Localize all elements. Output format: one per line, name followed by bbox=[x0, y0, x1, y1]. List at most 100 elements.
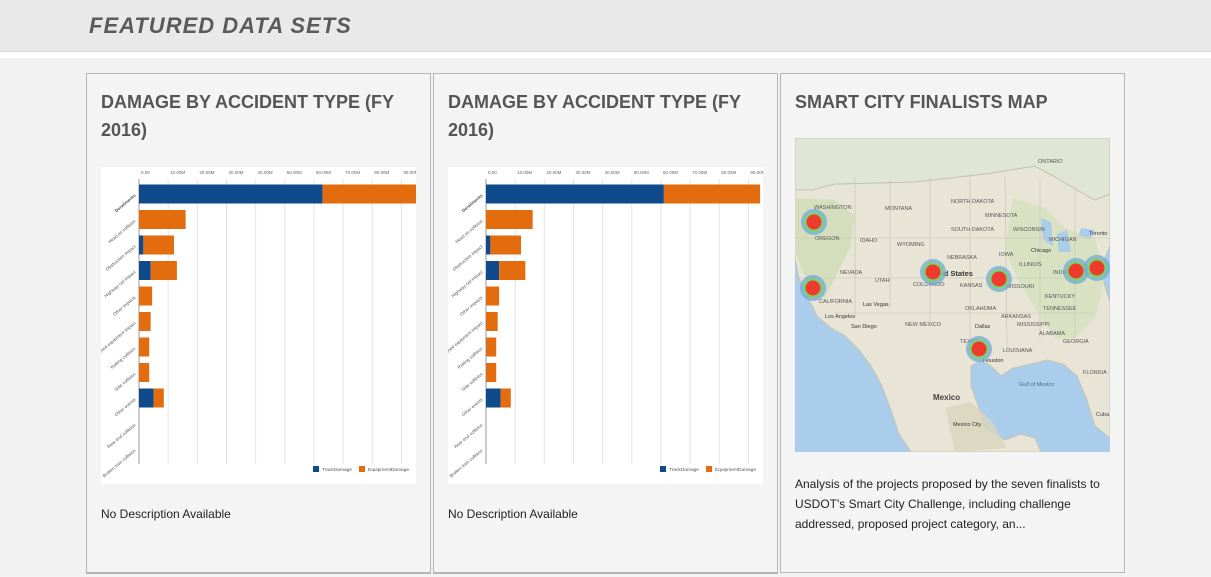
map-label: NEBRASKA bbox=[947, 255, 977, 261]
hotspot-layer bbox=[800, 209, 1110, 362]
x-tick-label: 60.00M bbox=[316, 170, 331, 175]
y-tick-label: Other impacts bbox=[459, 294, 484, 316]
bar-equipmentdamage bbox=[150, 261, 177, 280]
y-tick-label: Derailments bbox=[461, 193, 484, 214]
bar-equipmentdamage bbox=[486, 210, 533, 229]
map-label: OKLAHOMA bbox=[965, 306, 997, 312]
legend-swatch bbox=[706, 466, 712, 472]
x-tick-label: 70.00M bbox=[692, 170, 707, 175]
map-label: IOWA bbox=[999, 252, 1014, 258]
map-preview[interactable]: WASHINGTON OREGON IDAHO MONTANA WYOMING … bbox=[795, 138, 1110, 452]
mexico-terrain bbox=[945, 402, 1007, 452]
x-tick-label: 10.00M bbox=[170, 170, 185, 175]
x-tick-label: 40.00M bbox=[605, 170, 620, 175]
bar-equipmentdamage bbox=[499, 261, 526, 280]
x-tick-label: 60.00M bbox=[663, 170, 678, 175]
legend-swatch bbox=[660, 466, 666, 472]
hotspot-kansas-city-core bbox=[991, 271, 1007, 287]
y-tick-label: Raking collision bbox=[456, 346, 484, 370]
canada-land bbox=[795, 138, 1110, 201]
map-label: WASHINGTON bbox=[814, 205, 852, 211]
map-label: Mexico City bbox=[953, 422, 982, 428]
bar-trackdamage bbox=[486, 184, 664, 204]
map-label: San Diego bbox=[851, 324, 877, 330]
hotspot-san-francisco-core bbox=[805, 280, 821, 296]
bar-chart: 0.00 10.00M 20.00M 30.00M 40.00M 50.00M 60.00M… bbox=[448, 170, 763, 479]
chart-preview[interactable]: 0.00 10.00M 20.00M 30.00M 40.00M 50.00M 60.00M… bbox=[101, 167, 416, 484]
bar-equipmentdamage bbox=[322, 184, 416, 204]
map-label: SOUTH DAKOTA bbox=[951, 227, 994, 233]
card-title[interactable]: DAMAGE BY ACCIDENT TYPE (FY 2016) bbox=[101, 92, 394, 140]
map-label: WYOMING bbox=[897, 242, 925, 248]
map-label: MISSISSIPPI bbox=[1017, 322, 1050, 328]
bar-trackdamage bbox=[139, 388, 154, 408]
y-tick-label: Head on collision bbox=[454, 218, 484, 244]
bar-equipmentdamage bbox=[153, 388, 164, 408]
hotspot-portland-core bbox=[806, 214, 822, 230]
bar-trackdamage bbox=[139, 261, 151, 280]
x-tick-label: 40.00M bbox=[258, 170, 273, 175]
map-label: ARKANSAS bbox=[1001, 314, 1031, 320]
map-label: MISSOURI bbox=[1007, 284, 1035, 290]
card-title[interactable]: DAMAGE BY ACCIDENT TYPE (FY 2016) bbox=[448, 92, 741, 140]
map-label: KANSAS bbox=[960, 283, 983, 289]
map-label: NEVADA bbox=[840, 270, 863, 276]
dataset-card-smart-city[interactable]: SMART CITY FINALISTS MAP WASHINGTON OREG… bbox=[780, 73, 1125, 573]
x-tick-label: 50.00M bbox=[287, 170, 302, 175]
x-tick-label: 50.00M bbox=[634, 170, 649, 175]
map-label: Las Vegas bbox=[863, 302, 889, 308]
bar-trackdamage bbox=[486, 388, 501, 408]
y-tick-label: Raking collision bbox=[109, 346, 137, 370]
bar-equipmentdamage bbox=[486, 312, 498, 331]
x-tick-label: 70.00M bbox=[345, 170, 360, 175]
x-tick-label: 10.00M bbox=[517, 170, 532, 175]
x-tick-label: 90.00M bbox=[403, 170, 416, 175]
map-label: FLORIDA bbox=[1083, 370, 1107, 376]
map-label: GEORGIA bbox=[1063, 339, 1089, 345]
legend-label: EquipmentDamage bbox=[715, 467, 756, 473]
x-tick-label: 0.00 bbox=[488, 170, 497, 175]
next-row-card-edge bbox=[86, 573, 431, 577]
card-description: No Description Available bbox=[101, 507, 231, 521]
map-label: Mexico bbox=[933, 393, 960, 402]
bar-trackdamage bbox=[486, 261, 500, 280]
bar-trackdamage bbox=[139, 235, 144, 255]
chart-preview[interactable]: 0.00 10.00M 20.00M 30.00M 40.00M 50.00M 60.00M… bbox=[448, 167, 763, 484]
bar-equipmentdamage bbox=[486, 286, 500, 306]
map-label: MINNESOTA bbox=[985, 213, 1018, 219]
map-label: WISCONSIN bbox=[1013, 227, 1045, 233]
map-label: United States bbox=[925, 269, 973, 278]
bar-trackdamage bbox=[139, 184, 323, 204]
y-tick-label: Side collision bbox=[460, 371, 484, 392]
hotspot-denver-core bbox=[925, 264, 941, 280]
y-tick-label: Rear end collision bbox=[453, 422, 484, 449]
hotspot-austin-core bbox=[971, 341, 987, 357]
dataset-card-damage-2[interactable]: DAMAGE BY ACCIDENT TYPE (FY 2016) 0.00 10… bbox=[433, 73, 778, 573]
map-label: CALIFORNIA bbox=[819, 299, 852, 305]
map-label: NORTH DAKOTA bbox=[951, 199, 995, 205]
bar-chart: 0.00 10.00M 20.00M 30.00M 40.00M 50.00M 60.00M… bbox=[101, 170, 416, 478]
map-label: Gulf of Mexico bbox=[1019, 382, 1054, 388]
card-title[interactable]: SMART CITY FINALISTS MAP bbox=[795, 92, 1048, 112]
bar-equipmentdamage bbox=[663, 184, 761, 204]
bar-equipmentdamage bbox=[139, 210, 186, 229]
map-label: NEW MEXICO bbox=[905, 322, 942, 328]
x-tick-label: 30.00M bbox=[228, 170, 243, 175]
y-tick-label: Side collision bbox=[113, 371, 137, 392]
y-tick-label: Broken train collision bbox=[449, 448, 484, 479]
legend-label: TrackDamage bbox=[669, 467, 699, 473]
legend-swatch bbox=[313, 466, 319, 472]
bar-equipmentdamage bbox=[139, 286, 153, 306]
y-tick-label: Derailments bbox=[114, 193, 137, 214]
bar-equipmentdamage bbox=[139, 337, 150, 357]
next-row-card-edge bbox=[433, 573, 778, 577]
legend-label: TrackDamage bbox=[322, 467, 352, 473]
dataset-card-damage-1[interactable]: DAMAGE BY ACCIDENT TYPE (FY 2016) 0.00 10… bbox=[86, 73, 431, 573]
bar-equipmentdamage bbox=[490, 235, 521, 255]
map-label: Los Angeles bbox=[825, 314, 855, 320]
map-label: COLORADO bbox=[913, 282, 945, 288]
map-label: KENTUCKY bbox=[1045, 294, 1075, 300]
map-label: MONTANA bbox=[885, 206, 912, 212]
bar-equipmentdamage bbox=[486, 363, 497, 382]
legend-swatch bbox=[359, 466, 365, 472]
